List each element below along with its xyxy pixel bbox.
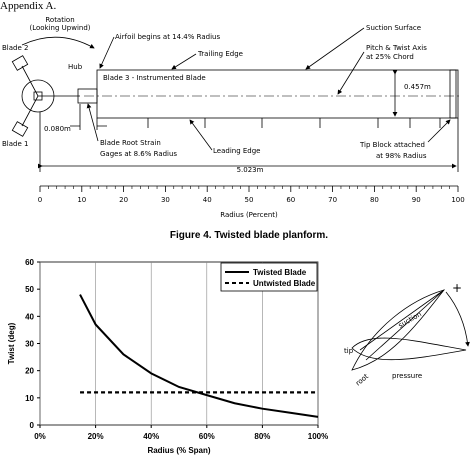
x-tick-label: 80% [254, 432, 270, 441]
leader [189, 119, 213, 151]
x-tick-label: 60% [199, 432, 215, 441]
label: root [354, 372, 370, 387]
ruler-tick-label: 80 [370, 196, 379, 204]
label: 0.080m [44, 125, 71, 133]
y-tick-label: 60 [25, 258, 34, 267]
blade-stub [11, 121, 29, 137]
rotation-arrow [21, 36, 95, 49]
twist-arrow [445, 291, 470, 347]
label: 5.023m [237, 166, 264, 174]
hub-arms [21, 65, 80, 127]
series-line [79, 294, 319, 418]
y-axis-label: Twist (deg) [7, 322, 16, 364]
tip-airfoil [351, 337, 467, 361]
y-tick-label: 20 [25, 367, 34, 376]
ruler-tick-label: 0 [38, 196, 42, 204]
ruler-tick-label: 70 [328, 196, 337, 204]
ruler-tick-label: 60 [286, 196, 295, 204]
label: + [452, 281, 462, 295]
ruler-tick-label: 30 [161, 196, 170, 204]
x-tick-label: 20% [88, 432, 104, 441]
ruler-tick-label: 90 [412, 196, 421, 204]
y-tick-label: 30 [25, 340, 34, 349]
label: Leading Edge [213, 147, 260, 155]
label: pressure [392, 372, 422, 380]
leader [427, 119, 451, 143]
tip-block [449, 69, 459, 119]
ruler-tick-label: 50 [245, 196, 254, 204]
label: Rotation [45, 16, 74, 24]
x-tick-label: 40% [143, 432, 159, 441]
leader [86, 103, 99, 142]
leader [171, 53, 197, 70]
leader [337, 51, 365, 95]
blade-3 [96, 69, 457, 119]
label: tip [344, 347, 354, 355]
twist-figure: + suction tip root pressure [344, 281, 470, 388]
label: Trailing Edge [197, 50, 243, 58]
ruler-tick-label: 40 [203, 196, 212, 204]
leader [99, 36, 115, 69]
label: Suction Surface [366, 24, 421, 32]
twist-chart: 0% 20% 40% 60% 80% 100% 0 10 20 30 40 50 60 Radius (%… [7, 258, 328, 455]
ruler-label: Radius (Percent) [220, 211, 278, 219]
x-tick-label: 0% [34, 432, 46, 441]
label: Pitch & Twist Axis [366, 44, 427, 52]
strain-stations [147, 118, 441, 128]
label: Blade Root Strain [100, 139, 161, 147]
label: at 98% Radius [376, 152, 427, 160]
ruler-tick-label: 100 [451, 196, 464, 204]
label: Gages at 8.6% Radius [100, 150, 177, 158]
label: 0.457m [404, 83, 431, 91]
ruler-tick-label: 20 [119, 196, 128, 204]
hub-center [33, 91, 43, 101]
blade-stub [11, 55, 29, 71]
label: Blade 3 - Instrumented Blade [103, 74, 206, 82]
label: Hub [68, 63, 83, 71]
label: Blade 2 [2, 44, 28, 52]
caption: Figure 4. Twisted blade planform. [170, 230, 328, 241]
x-tick-label: 100% [308, 432, 328, 441]
label: Airfoil begins at 14.4% Radius [115, 33, 220, 41]
planform-figure: Rotation (Looking Upwind) Blade 2 Hub Bl… [2, 16, 465, 241]
label: at 25% Chord [366, 53, 414, 61]
chord-lines [359, 289, 445, 361]
page-title: Appendix A. [0, 0, 56, 12]
label: suction [397, 310, 423, 330]
span-ext [39, 112, 459, 172]
legend-label: Twisted Blade [253, 268, 307, 277]
label: Blade 1 [2, 140, 28, 148]
y-tick-label: 40 [25, 312, 34, 321]
legend-label: Untwisted Blade [253, 279, 316, 288]
y-tick-label: 50 [25, 285, 34, 294]
leader [305, 27, 365, 70]
y-tick-label: 0 [30, 421, 35, 430]
legend-box [220, 262, 318, 292]
x-axis-label: Radius (% Span) [147, 446, 210, 455]
ruler-tick-label: 10 [77, 196, 86, 204]
offset-dim [70, 104, 107, 130]
label: Tip Block attached [359, 141, 425, 149]
ruler-ticks: 0 10 20 30 40 50 60 70 80 90 100 [38, 186, 465, 204]
y-tick-label: 10 [25, 394, 34, 403]
label: (Looking Upwind) [29, 24, 90, 32]
